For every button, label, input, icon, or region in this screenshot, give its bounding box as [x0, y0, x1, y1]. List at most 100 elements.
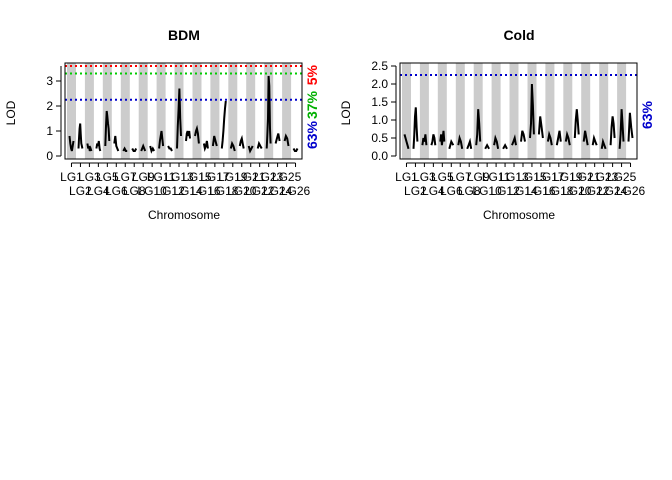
- lod-curve-lg16: [537, 116, 544, 139]
- lod-curve-lg16: [202, 140, 209, 152]
- x-tick-label-lg11: LG11: [147, 170, 176, 184]
- x-tick-label-lg26: LG26: [281, 184, 311, 198]
- y-tick-label: 1.5: [371, 95, 388, 109]
- x-tick-label-lg24: LG24: [263, 184, 293, 198]
- x-tick-label-lg14: LG14: [508, 184, 538, 198]
- x-tick-label-lg15: LG15: [517, 170, 547, 184]
- x-tick-label-lg20: LG20: [227, 184, 257, 198]
- lod-curve-lg17: [546, 130, 553, 146]
- x-tick-label-lg17: LG17: [200, 170, 230, 184]
- plot-frame-bdm: [64, 62, 303, 160]
- lod-curve-lg20: [573, 109, 580, 139]
- lod-curve-lg10: [484, 143, 490, 150]
- chromosome-band-lg15: [192, 63, 202, 159]
- threshold-label-0: 63%: [639, 100, 655, 129]
- chromosome-band-lg25: [282, 63, 292, 159]
- x-tick-label-lg21: LG21: [571, 170, 601, 184]
- y-tick-label: 0.5: [371, 131, 388, 145]
- x-tick-label-lg6: LG6: [440, 184, 463, 198]
- x-tick-label-lg19: LG19: [218, 170, 248, 184]
- x-tick-label-lg12: LG12: [490, 184, 520, 198]
- panel-cold: Cold LOD Chromosome 0.0 0.5 1.0 1.5 2.0 2.5 LG…: [339, 27, 655, 222]
- x-tick-label-lg1: LG1: [395, 170, 418, 184]
- lod-curve-lg25: [283, 133, 290, 147]
- lod-curve-lg18: [220, 100, 227, 149]
- lod-curve-lg2: [412, 107, 419, 149]
- lod-curve-lg9: [475, 109, 482, 146]
- lod-curve-lg19: [229, 140, 236, 152]
- threshold-label-2: 63%: [304, 120, 320, 149]
- x-axis-label-cold: Chromosome: [483, 208, 555, 222]
- lod-curve-lg8: [466, 137, 473, 150]
- y-tick-label: 0.0: [371, 149, 388, 163]
- lod-curve-lg6: [113, 135, 120, 152]
- x-tick-label-lg2: LG2: [404, 184, 427, 198]
- x-tick-label-lg7: LG7: [449, 170, 472, 184]
- lod-curve-lg19: [564, 130, 571, 146]
- x-tick-label-lg15: LG15: [182, 170, 212, 184]
- y-tick-label: 3: [46, 74, 53, 88]
- x-tick-label-lg5: LG5: [96, 170, 119, 184]
- lod-curve-lg21: [247, 145, 254, 154]
- chromosome-band-lg3: [419, 63, 429, 159]
- y-tick-label: 2: [46, 99, 53, 113]
- y-axis-label-bdm: LOD: [4, 100, 18, 125]
- lod-curve-lg11: [493, 134, 500, 149]
- threshold-label-0: 5%: [304, 64, 320, 85]
- x-tick-label-lg20: LG20: [562, 184, 592, 198]
- plot-frame-cold: [399, 62, 638, 160]
- lod-curve-lg5: [104, 110, 111, 147]
- x-tick-label-lg4: LG4: [422, 184, 445, 198]
- lod-curve-lg24: [274, 133, 281, 144]
- lod-curve-lg10: [149, 145, 155, 154]
- lod-curve-lg1: [403, 134, 410, 150]
- x-tick-label-lg1: LG1: [60, 170, 83, 184]
- x-tick-label-lg5: LG5: [431, 170, 454, 184]
- x-tick-label-lg18: LG18: [544, 184, 574, 198]
- x-tick-label-lg9: LG9: [132, 170, 155, 184]
- x-tick-label-lg22: LG22: [580, 184, 610, 198]
- chromosome-band-lg23: [599, 63, 609, 159]
- lod-curve-lg23: [265, 75, 272, 149]
- x-tick-label-lg3: LG3: [413, 170, 436, 184]
- lod-curve-lg18: [555, 130, 562, 146]
- lod-curve-lg6: [448, 138, 455, 150]
- x-tick-label-lg22: LG22: [245, 184, 275, 198]
- x-tick-label-lg13: LG13: [499, 170, 529, 184]
- lod-curve-lg7: [122, 146, 128, 152]
- x-tick-label-lg9: LG9: [467, 170, 490, 184]
- lod-curve-lg13: [176, 88, 182, 149]
- chromosome-band-lg9: [138, 63, 148, 159]
- y-tick-label: 1.0: [371, 113, 388, 127]
- y-tick-label: 2.5: [371, 59, 388, 73]
- lod-curve-lg22: [256, 140, 263, 149]
- x-tick-label-lg16: LG16: [526, 184, 556, 198]
- x-tick-label-lg12: LG12: [155, 184, 185, 198]
- y-tick-label: 0: [46, 149, 53, 163]
- lod-curve-lg3: [421, 134, 428, 146]
- lod-curve-lg13: [511, 134, 517, 146]
- lod-curve-lg20: [238, 134, 245, 149]
- x-tick-label-lg23: LG23: [589, 170, 619, 184]
- lod-curve-lg15: [529, 83, 535, 139]
- x-tick-label-lg16: LG16: [191, 184, 221, 198]
- chromosome-band-lg19: [563, 63, 573, 159]
- x-tick-label-lg6: LG6: [105, 184, 128, 198]
- lod-curve-lg17: [211, 135, 218, 147]
- x-tick-label-lg23: LG23: [254, 170, 284, 184]
- lod-curve-lg26: [292, 148, 299, 152]
- x-tick-label-lg13: LG13: [164, 170, 194, 184]
- lod-curve-lg12: [167, 145, 173, 152]
- x-tick-label-lg8: LG8: [123, 184, 146, 198]
- x-tick-label-lg10: LG10: [137, 184, 167, 198]
- x-tick-label-lg11: LG11: [482, 170, 511, 184]
- x-axis-label-bdm: Chromosome: [148, 208, 220, 222]
- chromosome-band-lg17: [545, 63, 555, 159]
- lod-curve-lg21: [582, 130, 589, 146]
- x-tick-label-lg10: LG10: [472, 184, 502, 198]
- lod-curve-lg22: [591, 134, 598, 146]
- x-tick-label-lg8: LG8: [458, 184, 481, 198]
- x-tick-label-lg7: LG7: [114, 170, 137, 184]
- lod-curve-lg24: [609, 116, 616, 146]
